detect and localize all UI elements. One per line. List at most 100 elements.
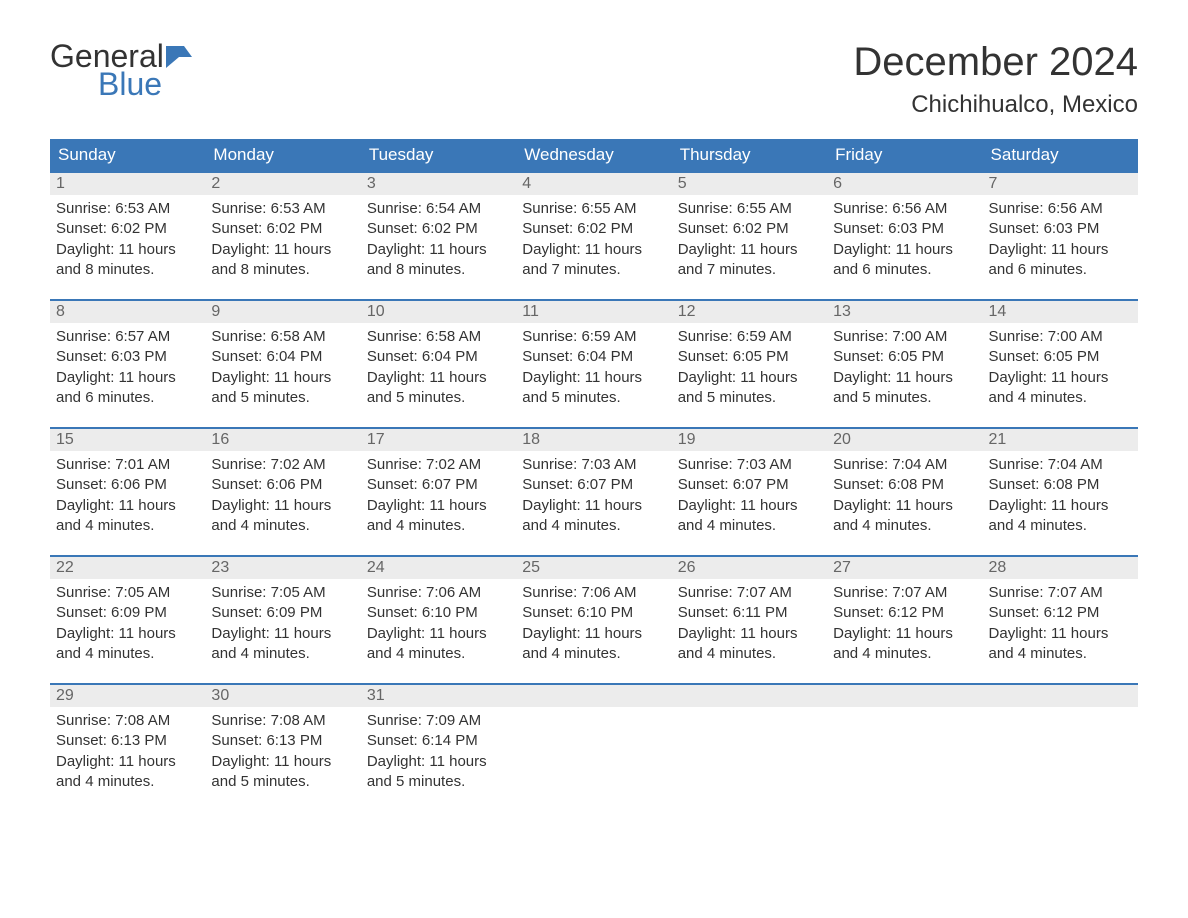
calendar-day-cell: 14Sunrise: 7:00 AMSunset: 6:05 PMDayligh… <box>983 299 1138 427</box>
sunset-line: Sunset: 6:05 PM <box>989 347 1132 367</box>
title-block: December 2024 Chichihualco, Mexico <box>853 40 1138 119</box>
day-number: 19 <box>672 427 827 451</box>
daylight-line: Daylight: 11 hours and 4 minutes. <box>989 496 1132 537</box>
sunrise-line: Sunrise: 6:54 AM <box>367 199 510 219</box>
day-number: 6 <box>827 171 982 195</box>
sunrise-line: Sunrise: 7:07 AM <box>678 583 821 603</box>
sunrise-line: Sunrise: 6:59 AM <box>678 327 821 347</box>
calendar-day-cell: 20Sunrise: 7:04 AMSunset: 6:08 PMDayligh… <box>827 427 982 555</box>
day-details: Sunrise: 6:56 AMSunset: 6:03 PMDaylight:… <box>827 195 982 290</box>
sunrise-line: Sunrise: 6:55 AM <box>522 199 665 219</box>
daylight-line: Daylight: 11 hours and 6 minutes. <box>833 240 976 281</box>
calendar-week-row: 15Sunrise: 7:01 AMSunset: 6:06 PMDayligh… <box>50 427 1138 555</box>
day-number: 14 <box>983 299 1138 323</box>
daylight-line: Daylight: 11 hours and 4 minutes. <box>211 624 354 665</box>
sunset-line: Sunset: 6:08 PM <box>833 475 976 495</box>
calendar-week-row: 29Sunrise: 7:08 AMSunset: 6:13 PMDayligh… <box>50 683 1138 811</box>
daylight-line: Daylight: 11 hours and 4 minutes. <box>522 496 665 537</box>
sunset-line: Sunset: 6:04 PM <box>211 347 354 367</box>
day-number: 28 <box>983 555 1138 579</box>
day-details: Sunrise: 7:07 AMSunset: 6:12 PMDaylight:… <box>827 579 982 674</box>
sunrise-line: Sunrise: 7:03 AM <box>522 455 665 475</box>
weekday-header: Friday <box>827 139 982 171</box>
day-details: Sunrise: 6:59 AMSunset: 6:04 PMDaylight:… <box>516 323 671 418</box>
sunrise-line: Sunrise: 6:58 AM <box>367 327 510 347</box>
calendar-week-row: 8Sunrise: 6:57 AMSunset: 6:03 PMDaylight… <box>50 299 1138 427</box>
sunset-line: Sunset: 6:07 PM <box>522 475 665 495</box>
calendar-day-cell: 16Sunrise: 7:02 AMSunset: 6:06 PMDayligh… <box>205 427 360 555</box>
weekday-header: Thursday <box>672 139 827 171</box>
day-number: 21 <box>983 427 1138 451</box>
day-details: Sunrise: 7:06 AMSunset: 6:10 PMDaylight:… <box>361 579 516 674</box>
day-number: 15 <box>50 427 205 451</box>
sunset-line: Sunset: 6:02 PM <box>367 219 510 239</box>
sunrise-line: Sunrise: 7:08 AM <box>56 711 199 731</box>
sunset-line: Sunset: 6:04 PM <box>367 347 510 367</box>
sunset-line: Sunset: 6:09 PM <box>211 603 354 623</box>
day-number: 25 <box>516 555 671 579</box>
sunrise-line: Sunrise: 7:03 AM <box>678 455 821 475</box>
day-details: Sunrise: 7:03 AMSunset: 6:07 PMDaylight:… <box>672 451 827 546</box>
calendar-day-cell: 4Sunrise: 6:55 AMSunset: 6:02 PMDaylight… <box>516 171 671 299</box>
calendar-day-cell: 8Sunrise: 6:57 AMSunset: 6:03 PMDaylight… <box>50 299 205 427</box>
sunrise-line: Sunrise: 6:57 AM <box>56 327 199 347</box>
sunrise-line: Sunrise: 7:09 AM <box>367 711 510 731</box>
daylight-line: Daylight: 11 hours and 5 minutes. <box>833 368 976 409</box>
sunset-line: Sunset: 6:12 PM <box>833 603 976 623</box>
daylight-line: Daylight: 11 hours and 8 minutes. <box>211 240 354 281</box>
sunset-line: Sunset: 6:05 PM <box>833 347 976 367</box>
sunset-line: Sunset: 6:07 PM <box>367 475 510 495</box>
sunset-line: Sunset: 6:13 PM <box>56 731 199 751</box>
sunset-line: Sunset: 6:13 PM <box>211 731 354 751</box>
calendar-day-cell: 29Sunrise: 7:08 AMSunset: 6:13 PMDayligh… <box>50 683 205 811</box>
calendar-day-cell: 25Sunrise: 7:06 AMSunset: 6:10 PMDayligh… <box>516 555 671 683</box>
daylight-line: Daylight: 11 hours and 4 minutes. <box>56 752 199 793</box>
daylight-line: Daylight: 11 hours and 4 minutes. <box>56 496 199 537</box>
sunset-line: Sunset: 6:05 PM <box>678 347 821 367</box>
daylight-line: Daylight: 11 hours and 5 minutes. <box>211 752 354 793</box>
day-details: Sunrise: 6:53 AMSunset: 6:02 PMDaylight:… <box>205 195 360 290</box>
day-details: Sunrise: 7:07 AMSunset: 6:12 PMDaylight:… <box>983 579 1138 674</box>
day-number-empty <box>672 683 827 707</box>
day-number: 4 <box>516 171 671 195</box>
sunset-line: Sunset: 6:03 PM <box>833 219 976 239</box>
sunset-line: Sunset: 6:10 PM <box>522 603 665 623</box>
daylight-line: Daylight: 11 hours and 4 minutes. <box>833 496 976 537</box>
daylight-line: Daylight: 11 hours and 6 minutes. <box>56 368 199 409</box>
sunset-line: Sunset: 6:06 PM <box>211 475 354 495</box>
day-details: Sunrise: 7:03 AMSunset: 6:07 PMDaylight:… <box>516 451 671 546</box>
sunset-line: Sunset: 6:11 PM <box>678 603 821 623</box>
day-details: Sunrise: 7:01 AMSunset: 6:06 PMDaylight:… <box>50 451 205 546</box>
day-details: Sunrise: 6:59 AMSunset: 6:05 PMDaylight:… <box>672 323 827 418</box>
month-title: December 2024 <box>853 40 1138 85</box>
daylight-line: Daylight: 11 hours and 4 minutes. <box>989 624 1132 665</box>
calendar-day-cell: 17Sunrise: 7:02 AMSunset: 6:07 PMDayligh… <box>361 427 516 555</box>
weekday-header: Sunday <box>50 139 205 171</box>
sunset-line: Sunset: 6:02 PM <box>56 219 199 239</box>
daylight-line: Daylight: 11 hours and 4 minutes. <box>522 624 665 665</box>
calendar-day-cell: 24Sunrise: 7:06 AMSunset: 6:10 PMDayligh… <box>361 555 516 683</box>
day-details: Sunrise: 6:56 AMSunset: 6:03 PMDaylight:… <box>983 195 1138 290</box>
day-details: Sunrise: 7:09 AMSunset: 6:14 PMDaylight:… <box>361 707 516 802</box>
day-details: Sunrise: 7:05 AMSunset: 6:09 PMDaylight:… <box>205 579 360 674</box>
calendar-day-cell: 2Sunrise: 6:53 AMSunset: 6:02 PMDaylight… <box>205 171 360 299</box>
day-number: 5 <box>672 171 827 195</box>
daylight-line: Daylight: 11 hours and 8 minutes. <box>56 240 199 281</box>
day-details: Sunrise: 6:55 AMSunset: 6:02 PMDaylight:… <box>672 195 827 290</box>
calendar-day-cell: 13Sunrise: 7:00 AMSunset: 6:05 PMDayligh… <box>827 299 982 427</box>
sunset-line: Sunset: 6:03 PM <box>56 347 199 367</box>
sunset-line: Sunset: 6:02 PM <box>211 219 354 239</box>
day-details: Sunrise: 7:07 AMSunset: 6:11 PMDaylight:… <box>672 579 827 674</box>
sunrise-line: Sunrise: 7:06 AM <box>367 583 510 603</box>
daylight-line: Daylight: 11 hours and 5 minutes. <box>367 752 510 793</box>
sunrise-line: Sunrise: 7:02 AM <box>367 455 510 475</box>
day-number: 27 <box>827 555 982 579</box>
daylight-line: Daylight: 11 hours and 4 minutes. <box>678 496 821 537</box>
day-number: 1 <box>50 171 205 195</box>
sunrise-line: Sunrise: 7:05 AM <box>211 583 354 603</box>
weekday-header: Saturday <box>983 139 1138 171</box>
day-number: 13 <box>827 299 982 323</box>
sunrise-line: Sunrise: 6:59 AM <box>522 327 665 347</box>
sunset-line: Sunset: 6:08 PM <box>989 475 1132 495</box>
day-number: 2 <box>205 171 360 195</box>
